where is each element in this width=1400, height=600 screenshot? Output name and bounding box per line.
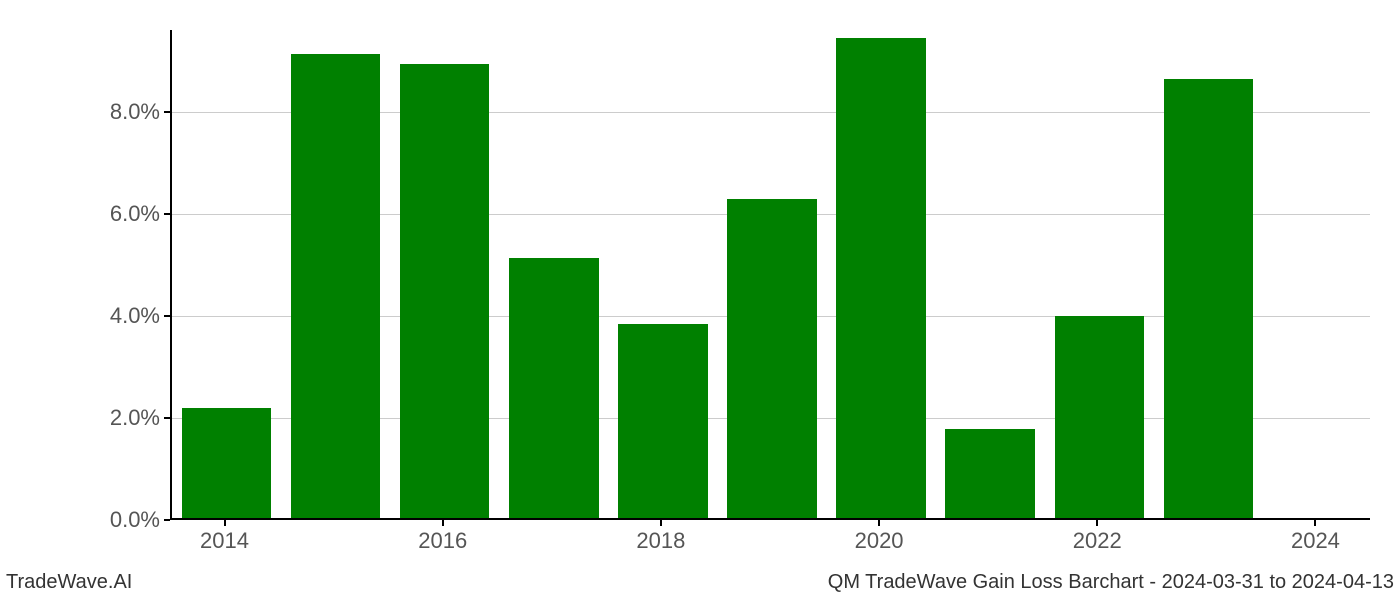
xtick-label: 2018 bbox=[636, 528, 685, 554]
xtick-mark bbox=[224, 520, 226, 526]
ytick-label: 8.0% bbox=[80, 99, 160, 125]
ytick-mark bbox=[164, 519, 170, 521]
xtick-label: 2024 bbox=[1291, 528, 1340, 554]
xtick-mark bbox=[1096, 520, 1098, 526]
footer-caption: QM TradeWave Gain Loss Barchart - 2024-0… bbox=[828, 571, 1394, 594]
ytick-label: 4.0% bbox=[80, 303, 160, 329]
bar bbox=[727, 199, 816, 518]
xtick-mark bbox=[442, 520, 444, 526]
xtick-label: 2020 bbox=[855, 528, 904, 554]
bar bbox=[836, 38, 925, 518]
ytick-label: 2.0% bbox=[80, 405, 160, 431]
bar bbox=[509, 258, 598, 518]
bar bbox=[182, 408, 271, 518]
xtick-label: 2022 bbox=[1073, 528, 1122, 554]
ytick-mark bbox=[164, 111, 170, 113]
ytick-mark bbox=[164, 315, 170, 317]
bar bbox=[1164, 79, 1253, 518]
plot-area bbox=[170, 30, 1370, 520]
bar bbox=[618, 324, 707, 518]
ytick-label: 0.0% bbox=[80, 507, 160, 533]
xtick-mark bbox=[660, 520, 662, 526]
xtick-mark bbox=[1314, 520, 1316, 526]
ytick-mark bbox=[164, 213, 170, 215]
footer-brand: TradeWave.AI bbox=[6, 571, 132, 594]
ytick-label: 6.0% bbox=[80, 201, 160, 227]
bar bbox=[1055, 316, 1144, 518]
bar bbox=[400, 64, 489, 518]
xtick-label: 2016 bbox=[418, 528, 467, 554]
ytick-mark bbox=[164, 417, 170, 419]
xtick-mark bbox=[878, 520, 880, 526]
bar bbox=[945, 429, 1034, 518]
xtick-label: 2014 bbox=[200, 528, 249, 554]
bar bbox=[291, 54, 380, 518]
chart-container: TradeWave.AI QM TradeWave Gain Loss Barc… bbox=[0, 0, 1400, 600]
